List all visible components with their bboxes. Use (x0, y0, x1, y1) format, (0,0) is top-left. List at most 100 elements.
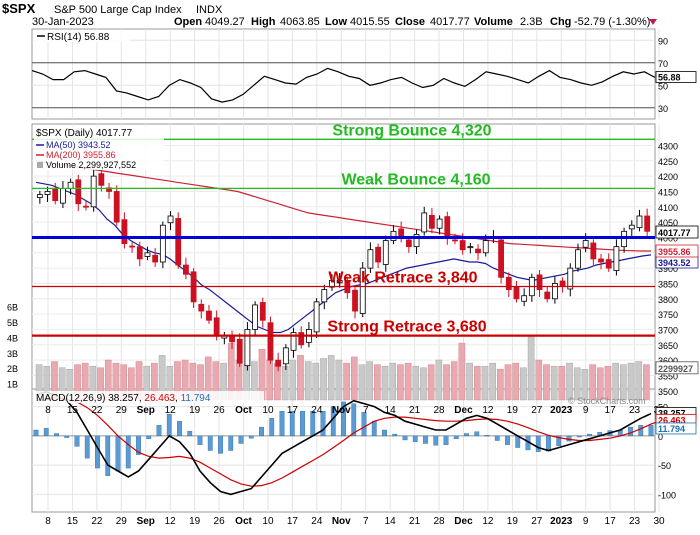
candle-body (167, 215, 174, 224)
high-label: High (251, 16, 276, 28)
volume-bar (366, 361, 373, 401)
signal-current-label: 26.463 (658, 415, 686, 425)
volume-bar (635, 361, 643, 401)
macd-histogram-bar (125, 435, 131, 469)
volume-tick-label: 6B (7, 303, 18, 313)
volume-bar (335, 359, 343, 401)
candle-body (175, 218, 182, 266)
price-tick-label: 4200 (658, 172, 678, 182)
macd-histogram-bar (289, 411, 295, 437)
price-tick-label: 4000 (658, 233, 678, 243)
macd-histogram-bar (505, 435, 510, 445)
candle-body (405, 239, 412, 248)
volume-bar (643, 364, 650, 401)
svg-text:RSI(14) 56.88: RSI(14) 56.88 (47, 32, 110, 43)
candle-body (429, 214, 435, 229)
macd-histogram-bar (535, 435, 541, 452)
x-tick-label-macd: 12 (482, 516, 494, 527)
candle-body (252, 304, 258, 330)
candle-body (375, 246, 381, 263)
volume-current-box (655, 361, 699, 375)
x-tick-label-price: 2023 (550, 405, 573, 416)
x-tick-label-price: 12 (165, 405, 177, 416)
x-tick-label-macd: 2023 (550, 516, 573, 527)
rsi-tick-label: 30 (658, 104, 668, 114)
ma50-line (35, 181, 652, 334)
macd-histogram-bar (64, 435, 70, 438)
candle-body (83, 205, 89, 208)
candle-body (413, 233, 420, 248)
x-tick-label-price: 8 (45, 405, 51, 416)
volume-bar (489, 362, 496, 401)
volume-legend-swatch-icon (37, 162, 43, 168)
macd-histogram-bar (54, 433, 59, 437)
candle-body (498, 239, 504, 278)
candle-body (559, 280, 566, 287)
volume-bar (358, 364, 366, 401)
macd-histogram-bar (197, 435, 203, 445)
ma200-line (35, 160, 651, 252)
macd-histogram-bar (433, 435, 439, 446)
candle-body (536, 274, 543, 291)
volume-bar (512, 362, 520, 401)
volume-bar (520, 367, 527, 401)
candle-body (613, 246, 620, 271)
candle-body (505, 276, 512, 291)
volume-bar (404, 362, 412, 401)
macd-histogram-bar (74, 435, 80, 447)
candle-body (452, 239, 458, 242)
macd-histogram-bar (412, 435, 418, 442)
x-tick-label-macd: 28 (433, 516, 445, 527)
candle-body (121, 219, 128, 244)
x-tick-label-price: 19 (507, 405, 519, 416)
low-label: Low (325, 16, 347, 28)
x-tick-label-macd: 12 (165, 516, 177, 527)
macd-histogram-bar (166, 413, 172, 437)
macd-histogram-bar (423, 435, 428, 444)
down-arrow-icon (649, 19, 657, 25)
volume-bar (297, 355, 304, 401)
macd-histogram-bar (43, 428, 49, 437)
volume-bar (412, 365, 420, 401)
x-tick-label-price: Dec (454, 405, 473, 416)
rsi-tick-label: 50 (658, 81, 668, 91)
x-tick-label-price: 12 (482, 405, 494, 416)
macd-histogram-bar (146, 435, 152, 439)
volume-bar (612, 362, 619, 401)
macd-current-label: 38.257 (658, 408, 686, 418)
candle-body (598, 258, 604, 263)
header-symbol: $SPX (2, 1, 36, 16)
volume-bar (450, 361, 458, 401)
macd-histogram-bar (115, 435, 121, 472)
candle-body (67, 181, 74, 189)
candle-body (198, 303, 205, 312)
volume-bar (620, 364, 627, 401)
price-legend-title: $SPX (Daily) 4017.77 (36, 128, 133, 139)
candle-body (298, 332, 305, 346)
open-value: 4049.27 (205, 16, 245, 28)
volume-bar (558, 365, 566, 401)
candle-body (521, 295, 528, 302)
volume-bar (566, 362, 573, 401)
header-date: 30-Jan-2023 (32, 16, 94, 28)
rsi-line (31, 67, 656, 103)
x-tick-label-macd: Oct (235, 516, 252, 527)
candle-body (236, 338, 243, 364)
volume-bar (281, 365, 289, 401)
candle-body (628, 224, 635, 230)
volume-label: Volume (474, 16, 513, 28)
volume-bar (304, 361, 312, 401)
candle-body (359, 267, 366, 314)
macd-histogram-bar (546, 435, 551, 452)
volume-bar (389, 362, 397, 401)
macd-histogram-bar (269, 418, 275, 437)
volume-bar (320, 358, 327, 401)
candle-body (282, 347, 289, 365)
x-tick-label-macd: 26 (214, 516, 226, 527)
ma200-legend: MA(200) 3955.86 (46, 150, 116, 160)
price-tick-label: 4050 (658, 218, 678, 228)
level-layer: Strong Bounce 4,320 Weak Bounce 4,160 Weak… (32, 122, 655, 337)
macd-tick-label: -100 (658, 490, 676, 500)
x-tick-label-macd: 15 (67, 516, 79, 527)
